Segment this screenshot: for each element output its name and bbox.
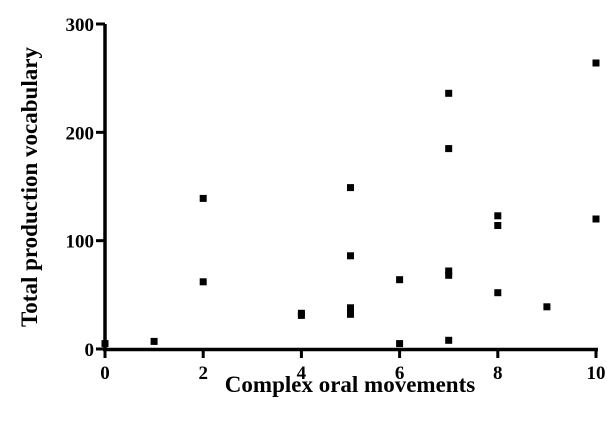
data-point bbox=[543, 303, 551, 311]
axes bbox=[103, 24, 598, 352]
data-point bbox=[592, 59, 600, 67]
data-point bbox=[347, 184, 354, 192]
data-points bbox=[101, 59, 600, 348]
y-axis-title: Total production vocabulary bbox=[17, 47, 42, 327]
data-point bbox=[347, 310, 354, 318]
x-tick-label: 10 bbox=[587, 363, 606, 384]
x-tick-label: 8 bbox=[493, 363, 503, 384]
x-tick-label: 4 bbox=[297, 363, 307, 384]
data-point bbox=[396, 340, 404, 348]
y-tick-label: 100 bbox=[66, 232, 95, 253]
data-point bbox=[494, 212, 502, 220]
y-tick-label: 300 bbox=[66, 15, 95, 36]
data-point bbox=[445, 145, 453, 153]
data-point bbox=[150, 337, 158, 345]
data-point bbox=[494, 289, 502, 297]
data-point bbox=[445, 271, 453, 279]
x-tick-label: 6 bbox=[395, 363, 405, 384]
data-point bbox=[297, 311, 305, 319]
data-point bbox=[445, 336, 453, 344]
tick-labels: 0 100 200 300 0 2 4 6 8 10 bbox=[66, 15, 606, 384]
data-point bbox=[347, 252, 354, 260]
data-point bbox=[347, 304, 354, 312]
data-point bbox=[445, 267, 453, 275]
data-point bbox=[199, 194, 207, 202]
x-tick-label: 2 bbox=[198, 363, 208, 384]
data-point bbox=[199, 278, 207, 286]
data-point bbox=[592, 215, 600, 223]
data-point bbox=[445, 89, 453, 97]
y-tick-label: 200 bbox=[66, 123, 95, 144]
ticks bbox=[96, 22, 598, 358]
y-tick-label: 0 bbox=[85, 340, 95, 361]
x-tick-label: 0 bbox=[100, 363, 110, 384]
x-axis-title: Complex oral movements bbox=[225, 372, 475, 397]
data-point bbox=[396, 276, 404, 284]
data-point bbox=[494, 222, 502, 229]
data-point bbox=[101, 340, 109, 348]
